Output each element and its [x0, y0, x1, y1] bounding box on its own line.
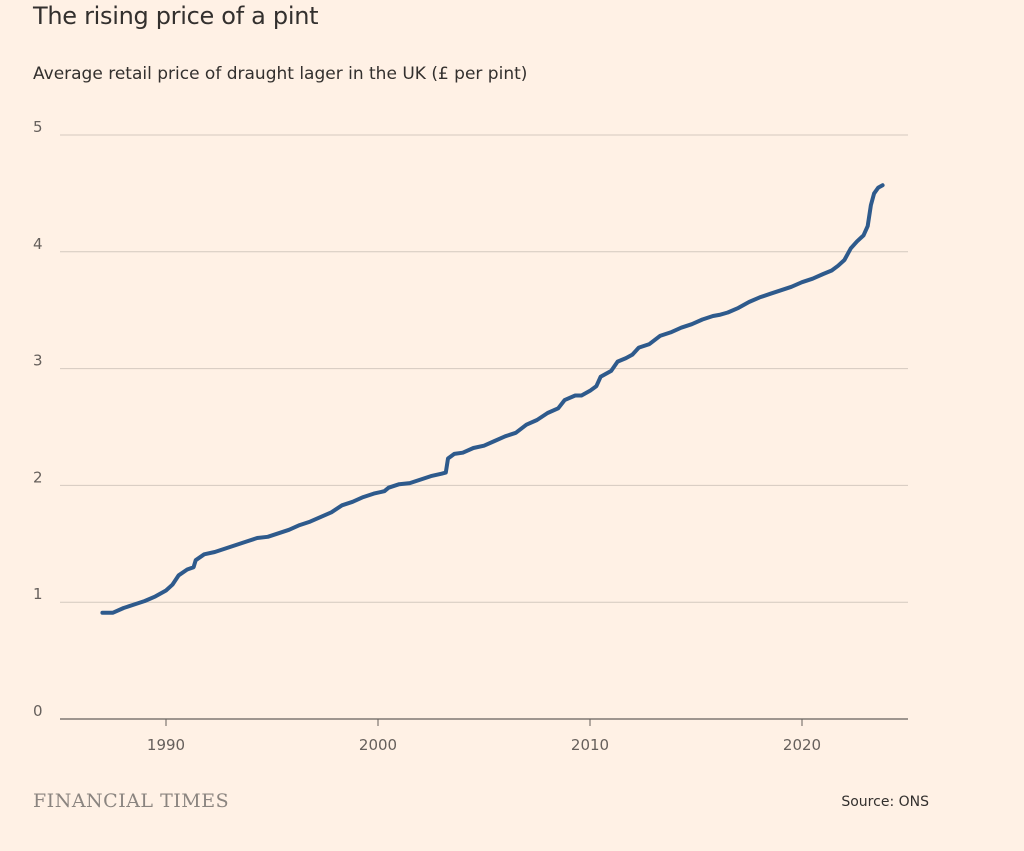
y-tick-label: 3 — [33, 352, 43, 370]
x-tick-labels: 1990 2000 2010 2020 — [147, 719, 821, 754]
y-tick-label: 4 — [33, 235, 43, 253]
y-tick-label: 5 — [33, 118, 43, 136]
y-tick-label: 2 — [33, 468, 43, 486]
publisher-brand: FINANCIAL TIMES — [33, 790, 230, 812]
line-chart: 0 1 2 3 4 5 1990 2000 2010 2020 — [33, 118, 908, 754]
gridlines — [60, 134, 908, 720]
x-tick-label: 2000 — [359, 736, 397, 754]
y-tick-label: 1 — [33, 585, 43, 603]
y-tick-labels: 0 1 2 3 4 5 — [33, 118, 43, 720]
chart-subtitle: Average retail price of draught lager in… — [33, 64, 528, 84]
chart-title: The rising price of a pint — [33, 2, 319, 30]
x-tick-label: 1990 — [147, 736, 185, 754]
source-note: Source: ONS — [841, 794, 929, 810]
y-tick-label: 0 — [33, 702, 43, 720]
x-tick-label: 2010 — [571, 736, 609, 754]
x-tick-label: 2020 — [783, 736, 821, 754]
series-group — [100, 183, 885, 615]
series-line-0 — [100, 183, 885, 615]
